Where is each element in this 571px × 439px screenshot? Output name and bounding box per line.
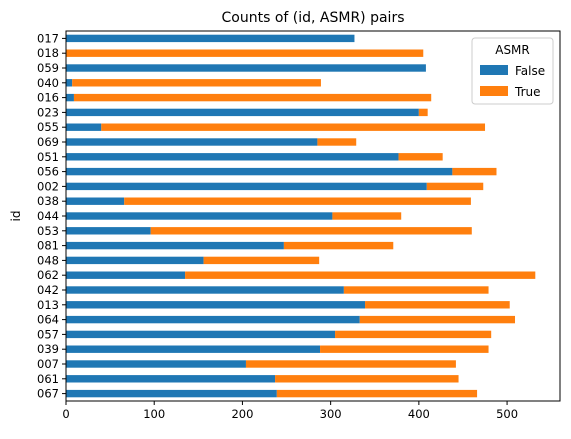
bar-true-056: [452, 167, 497, 176]
bar-true-038: [124, 197, 471, 205]
bar-false-061: [66, 375, 276, 383]
bar-true-061: [275, 375, 459, 383]
legend-label-false: False: [515, 64, 545, 78]
y-tick-label-017: 017: [37, 31, 59, 45]
bar-true-051: [398, 153, 443, 161]
y-tick-label-040: 040: [37, 76, 59, 90]
bar-false-013: [66, 301, 366, 309]
y-tick-label-055: 055: [37, 120, 59, 134]
bar-false-069: [66, 138, 318, 146]
bar-false-007: [66, 360, 246, 368]
y-tick-label-056: 056: [37, 165, 59, 179]
x-ticks-group: 0 100 200 300 400 500: [62, 401, 518, 421]
bar-true-013: [365, 301, 510, 309]
bar-true-042: [343, 286, 489, 294]
bar-false-062: [66, 271, 186, 279]
bar-false-053: [66, 227, 151, 235]
bar-true-081: [283, 241, 394, 250]
x-tick-label-0: 0: [62, 407, 69, 421]
bar-true-007: [245, 360, 456, 368]
bar-false-059: [66, 64, 426, 72]
bar-false-057: [66, 330, 336, 339]
y-tick-label-042: 042: [37, 283, 59, 297]
y-tick-label-044: 044: [37, 209, 59, 223]
bar-false-067: [66, 389, 277, 398]
legend-label-true: True: [514, 85, 541, 99]
bar-true-053: [150, 227, 472, 235]
bar-false-002: [66, 182, 427, 191]
y-tick-label-007: 007: [37, 357, 59, 371]
y-tick-label-051: 051: [37, 150, 59, 164]
bar-false-017: [66, 34, 355, 43]
bar-false-055: [66, 123, 102, 131]
legend-swatch-false: [480, 65, 508, 75]
bar-false-044: [66, 212, 333, 220]
y-tick-label-039: 039: [37, 342, 59, 356]
bar-false-016: [66, 93, 74, 102]
x-tick-label-200: 200: [231, 407, 253, 421]
y-ticks-group: 0170180590400160230550690510560020380440…: [37, 31, 66, 401]
y-tick-label-069: 069: [37, 135, 59, 149]
bar-false-064: [66, 315, 360, 324]
bar-false-056: [66, 167, 453, 176]
bars-group: [66, 34, 536, 398]
x-tick-label-400: 400: [408, 407, 430, 421]
bar-false-051: [66, 153, 399, 161]
y-tick-label-057: 057: [37, 327, 59, 341]
bar-true-048: [203, 256, 320, 265]
bar-true-002: [426, 182, 484, 191]
x-tick-label-300: 300: [320, 407, 342, 421]
legend-swatch-true: [480, 86, 508, 96]
y-tick-label-059: 059: [37, 61, 59, 75]
y-tick-label-023: 023: [37, 105, 59, 119]
y-axis-label: id: [9, 211, 23, 222]
legend: ASMR False True: [471, 37, 554, 105]
y-tick-label-067: 067: [37, 387, 59, 401]
bar-false-042: [66, 286, 344, 294]
bar-true-062: [185, 271, 536, 279]
y-tick-label-018: 018: [37, 46, 59, 60]
plot-frame: [65, 30, 561, 402]
bar-false-048: [66, 256, 204, 265]
bar-true-040: [72, 79, 321, 87]
bar-true-044: [332, 212, 402, 220]
y-tick-label-064: 064: [37, 313, 59, 327]
y-tick-label-081: 081: [37, 239, 59, 253]
bar-false-039: [66, 345, 321, 353]
bar-true-023: [418, 108, 428, 117]
x-tick-label-100: 100: [143, 407, 165, 421]
bar-false-023: [66, 108, 419, 117]
bar-true-057: [335, 330, 492, 339]
bar-true-016: [73, 93, 432, 102]
bar-false-038: [66, 197, 125, 205]
bar-true-018: [66, 49, 424, 57]
bar-true-055: [101, 123, 486, 131]
y-tick-label-053: 053: [37, 224, 59, 238]
chart-title: Counts of (id, ASMR) pairs: [222, 10, 405, 26]
bar-true-067: [276, 389, 478, 398]
bar-true-069: [317, 138, 357, 146]
x-tick-label-500: 500: [496, 407, 518, 421]
legend-title: ASMR: [495, 43, 530, 57]
y-tick-label-048: 048: [37, 253, 59, 267]
y-tick-label-013: 013: [37, 298, 59, 312]
y-tick-label-062: 062: [37, 268, 59, 282]
y-tick-label-016: 016: [37, 91, 59, 105]
bar-true-039: [320, 345, 489, 353]
y-tick-label-061: 061: [37, 372, 59, 386]
y-tick-label-038: 038: [37, 194, 59, 208]
bar-false-040: [66, 79, 73, 87]
bar-false-081: [66, 241, 284, 250]
bar-true-064: [359, 315, 516, 324]
y-tick-label-002: 002: [37, 179, 59, 193]
